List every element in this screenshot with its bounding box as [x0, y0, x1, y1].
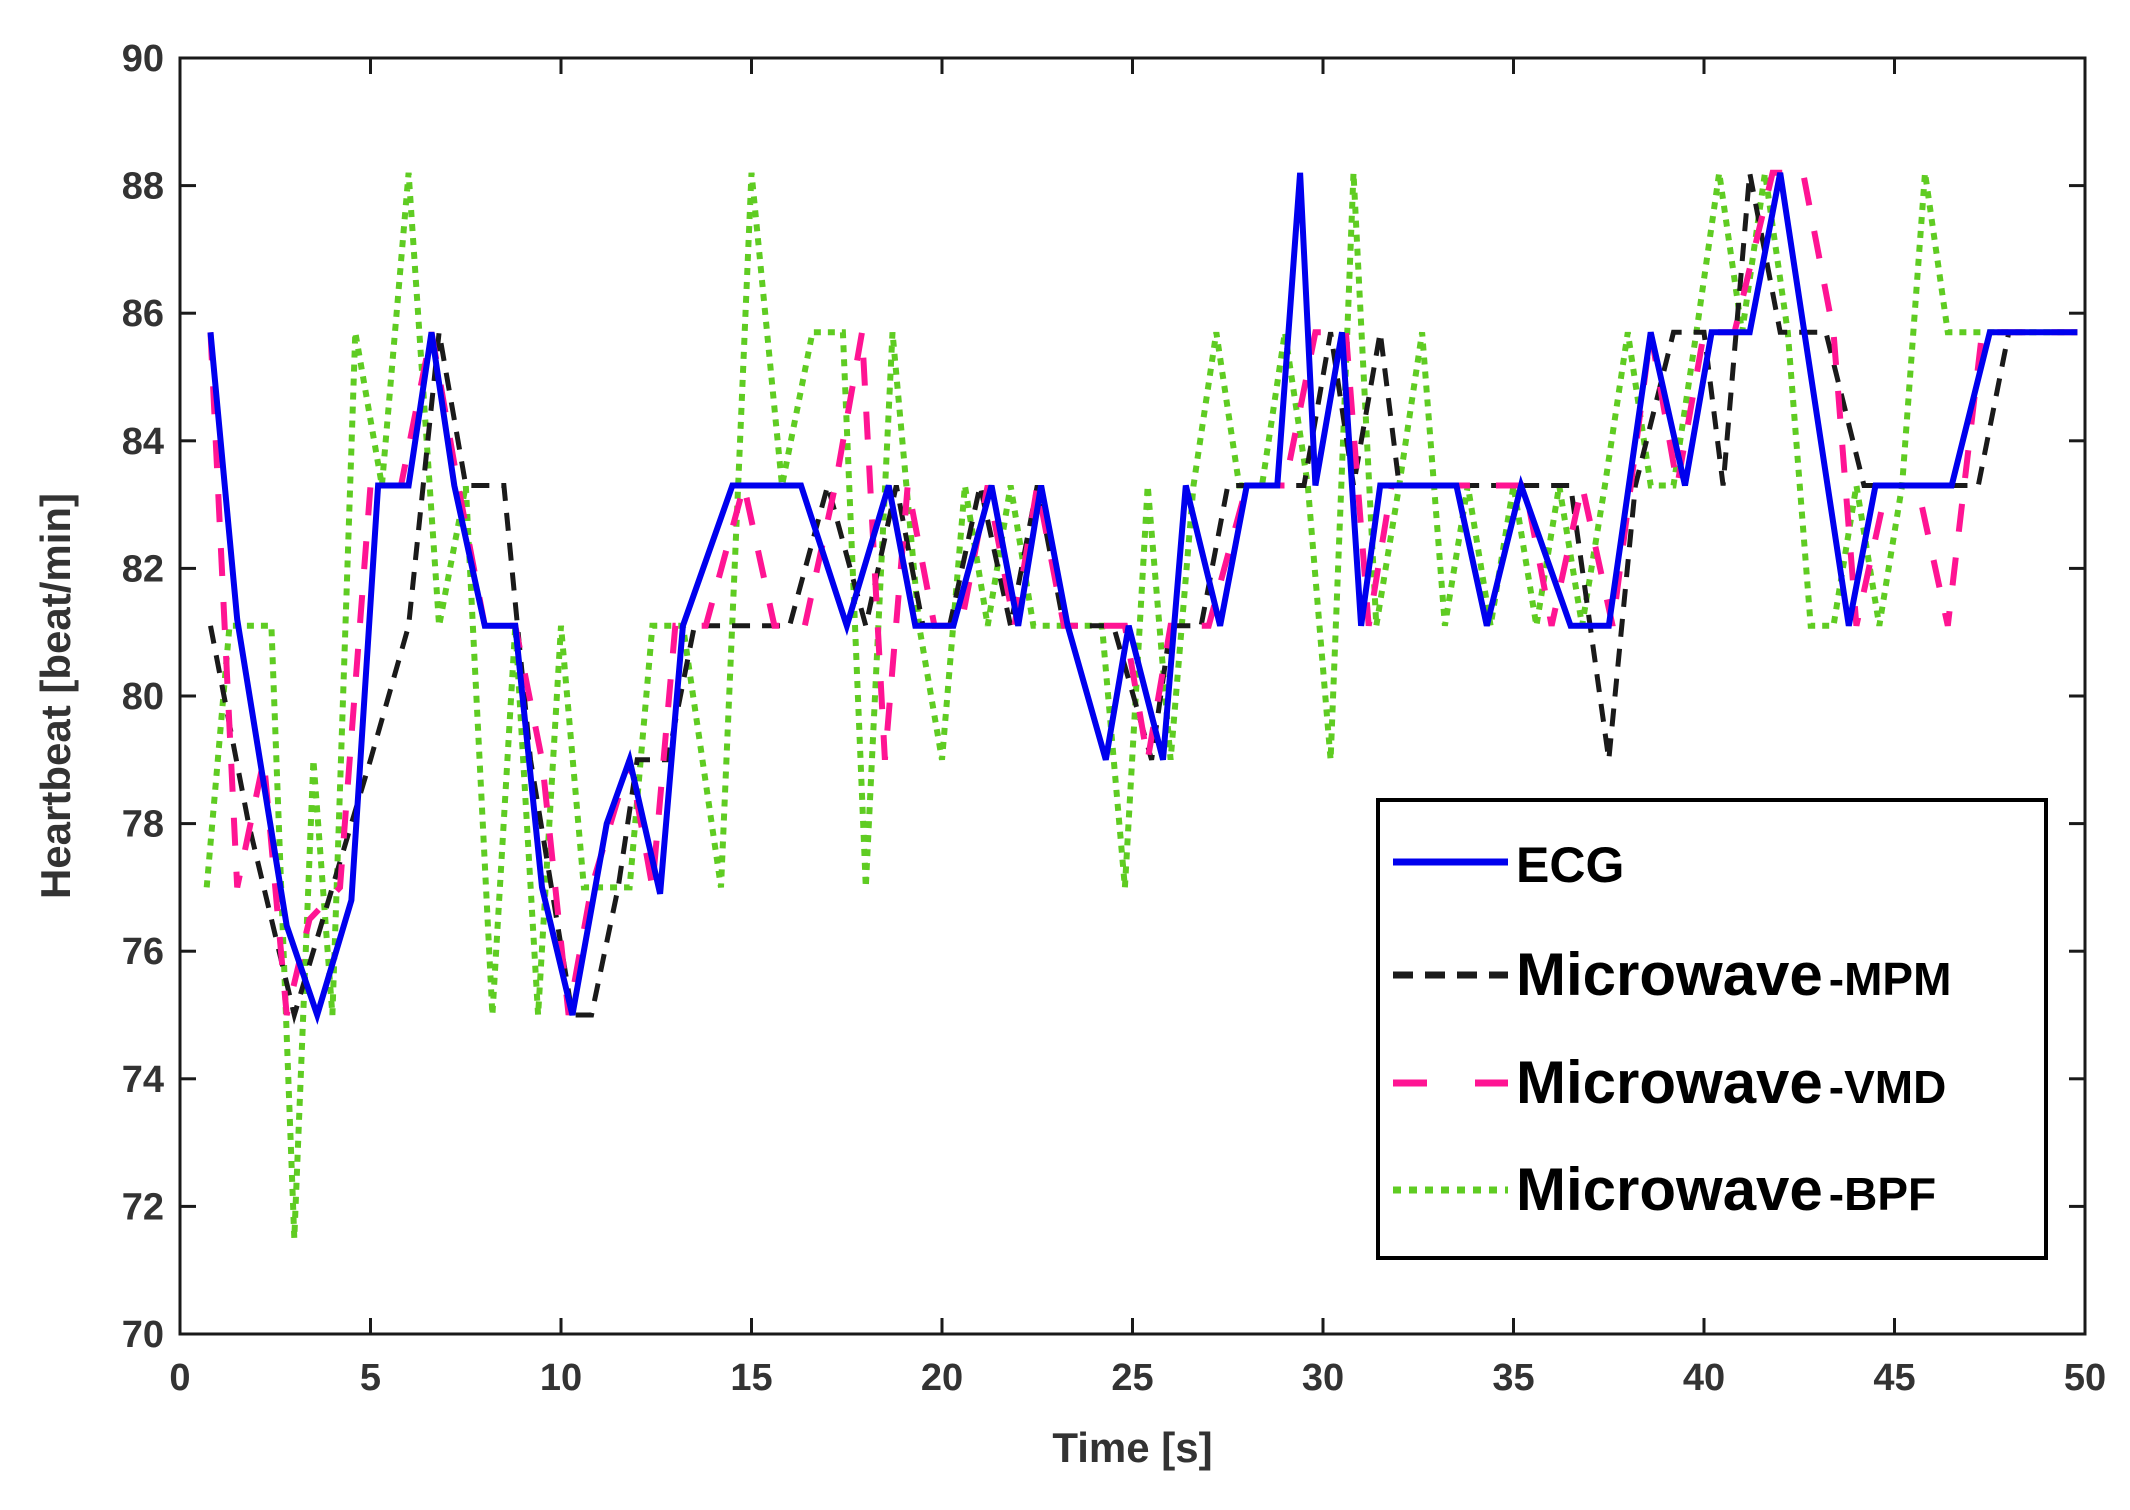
y-tick-label: 84 [122, 421, 164, 463]
y-tick-label: 86 [122, 293, 164, 335]
x-tick-label: 50 [2064, 1357, 2106, 1399]
y-tick-label: 70 [122, 1314, 164, 1356]
x-axis-label: Time [s] [1052, 1424, 1212, 1471]
x-tick-label: 30 [1302, 1357, 1344, 1399]
y-tick-label: 76 [122, 931, 164, 973]
x-tick-label: 40 [1683, 1357, 1725, 1399]
axis-ticks [178, 56, 2087, 1336]
legend: ECG Microwave -MPM Microwave -VMD Microwave -B… [1376, 798, 2048, 1260]
series-line-microwave-mpm [208, 172, 2078, 1025]
y-tick-label: 78 [122, 804, 164, 846]
series-layer [203, 169, 2078, 1239]
x-tick-label: 5 [360, 1357, 381, 1399]
x-tick-label: 15 [730, 1357, 772, 1399]
y-tick-label: 72 [122, 1186, 164, 1228]
x-tick-labels: 0 5 10 15 20 25 30 35 40 45 50 [169, 1357, 2106, 1399]
y-tick-label: 88 [122, 166, 164, 208]
y-axis-label: Heartbeat [beat/min] [32, 493, 79, 899]
y-tick-label: 74 [122, 1059, 164, 1101]
legend-label: Microwave -VMD [1516, 1049, 1946, 1116]
series-line-ecg [207, 172, 2078, 1025]
y-tick-label: 90 [122, 38, 164, 80]
x-tick-label: 25 [1111, 1357, 1153, 1399]
x-tick-label: 10 [540, 1357, 582, 1399]
legend-label: Microwave -BPF [1516, 1156, 1936, 1223]
legend-label: ECG [1516, 837, 1624, 893]
legend-label: Microwave -MPM [1516, 941, 1951, 1008]
y-tick-labels: 70 72 74 76 78 80 82 84 86 88 90 [122, 38, 164, 1356]
y-tick-label: 80 [122, 676, 164, 718]
series-line-microwave-bpf [203, 172, 2078, 1239]
y-tick-label: 82 [122, 548, 164, 590]
x-tick-label: 0 [169, 1357, 190, 1399]
legend-box [1376, 798, 2048, 1260]
x-tick-label: 45 [1873, 1357, 1915, 1399]
x-tick-label: 20 [921, 1357, 963, 1399]
x-tick-label: 35 [1492, 1357, 1534, 1399]
